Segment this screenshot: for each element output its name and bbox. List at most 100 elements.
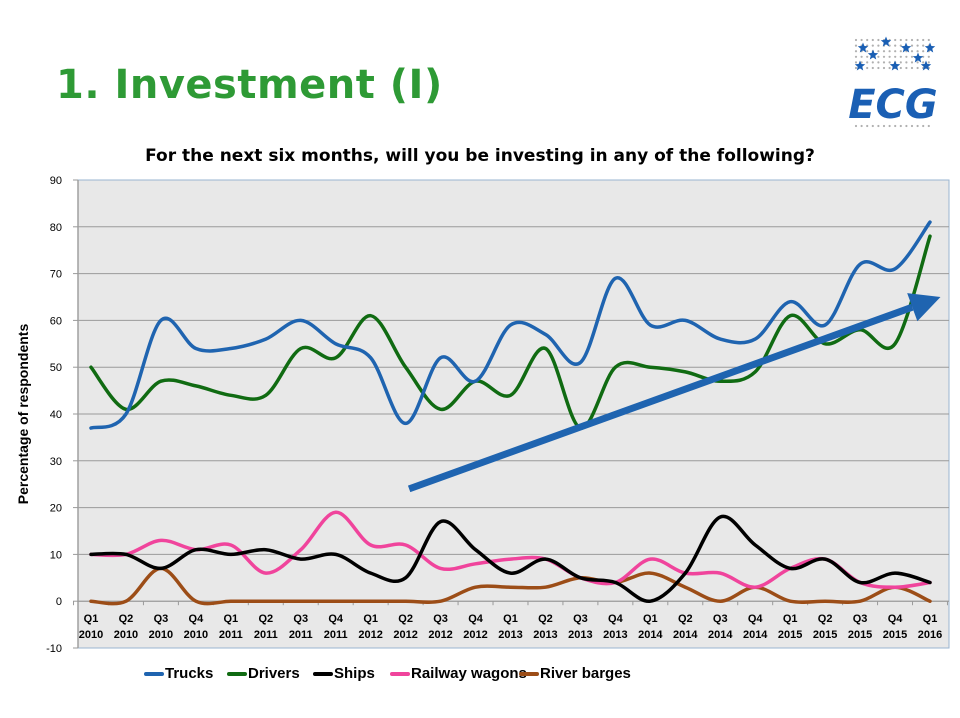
x-tick-label-quarter: Q1 xyxy=(84,613,99,625)
ecg-logo: ECG xyxy=(848,36,938,128)
legend-item-railway-wagons: Railway wagons xyxy=(390,665,527,682)
slide-title: 1. Investment (I) xyxy=(56,62,443,108)
x-tick-label-quarter: Q1 xyxy=(223,613,238,625)
x-tick-label-year: 2011 xyxy=(324,629,348,641)
legend-label: Ships xyxy=(334,665,375,682)
y-tick-label: 60 xyxy=(50,315,62,327)
x-tick-label-year: 2010 xyxy=(114,629,138,641)
logo-star-icon xyxy=(854,60,866,71)
x-tick-label-quarter: Q1 xyxy=(643,613,658,625)
trend-arrow-shaft xyxy=(407,303,914,493)
x-tick-label-year: 2014 xyxy=(673,629,698,641)
legend-item-trucks: Trucks xyxy=(144,665,213,682)
x-tick-label-year: 2011 xyxy=(254,629,278,641)
x-tick-label-year: 2013 xyxy=(533,629,557,641)
x-tick-label-quarter: Q2 xyxy=(818,613,833,625)
x-tick-label-quarter: Q1 xyxy=(783,613,798,625)
x-tick-label-year: 2012 xyxy=(393,629,417,641)
logo-star-icon xyxy=(857,42,869,53)
y-tick-label: 30 xyxy=(50,456,62,468)
y-tick-label: 10 xyxy=(50,549,62,561)
x-tick-label-year: 2012 xyxy=(358,629,382,641)
x-tick-label-year: 2013 xyxy=(498,629,522,641)
x-tick-label-quarter: Q4 xyxy=(468,613,484,625)
legend-label: Railway wagons xyxy=(411,665,527,682)
x-tick-label-year: 2011 xyxy=(289,629,313,641)
x-tick-label-quarter: Q2 xyxy=(538,613,553,625)
x-axis-ticks: Q1 2010 Q2 2010 Q3 2010 Q4 2010 Q1 2011 Q2 2011 Q3 20… xyxy=(73,601,948,641)
legend-item-ships: Ships xyxy=(313,665,375,682)
x-tick-label-year: 2014 xyxy=(708,629,733,641)
x-tick-label-quarter: Q4 xyxy=(888,613,904,625)
logo-stars xyxy=(854,36,936,71)
x-tick-label-year: 2013 xyxy=(603,629,627,641)
x-tick-label-quarter: Q3 xyxy=(853,613,868,625)
series-line-river-barges xyxy=(89,566,932,606)
x-tick-label-year: 2010 xyxy=(79,629,103,641)
x-tick-label-year: 2012 xyxy=(428,629,452,641)
legend-swatch-icon xyxy=(144,671,164,676)
y-tick-label: 80 xyxy=(50,222,62,234)
logo-star-icon xyxy=(920,60,932,71)
x-tick-label-year: 2015 xyxy=(778,629,802,641)
x-tick-label-year: 2016 xyxy=(918,629,942,641)
annotations xyxy=(407,293,941,493)
legend: Trucks Drivers Ships Railway wagons River ba… xyxy=(0,665,960,687)
logo-star-icon xyxy=(889,60,901,71)
x-tick-label-quarter: Q3 xyxy=(713,613,728,625)
x-tick-label-year: 2010 xyxy=(149,629,173,641)
legend-item-river-barges: River barges xyxy=(519,665,631,682)
x-tick-label-year: 2013 xyxy=(568,629,592,641)
x-tick-label-quarter: Q4 xyxy=(328,613,344,625)
x-tick-label-quarter: Q4 xyxy=(189,613,205,625)
logo-text: ECG xyxy=(848,82,938,128)
series-lines xyxy=(89,220,932,606)
y-tick-label: 50 xyxy=(50,362,62,374)
x-tick-label-quarter: Q2 xyxy=(258,613,273,625)
x-tick-label-year: 2015 xyxy=(883,629,907,641)
x-tick-label-quarter: Q2 xyxy=(678,613,693,625)
legend-swatch-icon xyxy=(227,671,247,676)
y-axis-label: Percentage of respondents xyxy=(15,324,31,505)
x-tick-label-year: 2014 xyxy=(743,629,768,641)
y-tick-label: -10 xyxy=(46,643,62,655)
y-tick-label: 90 xyxy=(50,175,62,187)
legend-label: Drivers xyxy=(248,665,300,682)
x-tick-label-quarter: Q3 xyxy=(154,613,169,625)
legend-swatch-icon xyxy=(519,671,539,676)
series-line-ships xyxy=(89,514,932,603)
logo-star-icon xyxy=(924,42,936,53)
x-tick-label-quarter: Q1 xyxy=(363,613,378,625)
y-tick-label: 70 xyxy=(50,269,62,281)
x-tick-label-quarter: Q1 xyxy=(923,613,938,625)
legend-label: Trucks xyxy=(165,665,214,682)
x-tick-label-quarter: Q3 xyxy=(573,613,588,625)
logo-star-icon xyxy=(867,49,879,60)
x-tick-label-year: 2015 xyxy=(813,629,837,641)
logo-star-icon xyxy=(880,36,892,47)
logo-star-icon xyxy=(900,42,912,53)
x-tick-label-year: 2014 xyxy=(638,629,663,641)
gridlines xyxy=(77,180,949,648)
x-tick-label-quarter: Q3 xyxy=(433,613,448,625)
legend-item-drivers: Drivers xyxy=(227,665,300,682)
x-tick-label-year: 2011 xyxy=(219,629,243,641)
x-tick-label-year: 2012 xyxy=(463,629,487,641)
trend-arrow-head-icon xyxy=(907,293,941,322)
x-tick-label-quarter: Q2 xyxy=(119,613,134,625)
chart-title: For the next six months, will you be inv… xyxy=(145,146,815,166)
x-tick-label-year: 2015 xyxy=(848,629,872,641)
legend-swatch-icon xyxy=(313,671,333,676)
y-tick-label: 40 xyxy=(50,409,62,421)
y-tick-label: 20 xyxy=(50,503,62,515)
logo-star-icon xyxy=(912,52,924,63)
x-tick-label-year: 2010 xyxy=(184,629,208,641)
y-tick-label: 0 xyxy=(56,596,62,608)
legend-swatch-icon xyxy=(390,671,410,676)
x-tick-label-quarter: Q4 xyxy=(748,613,764,625)
series-line-drivers xyxy=(89,234,932,430)
y-axis-ticks: -10 0 10 20 30 40 50 60 70 80 90 xyxy=(46,175,78,655)
x-tick-label-quarter: Q1 xyxy=(503,613,518,625)
x-tick-label-quarter: Q4 xyxy=(608,613,624,625)
